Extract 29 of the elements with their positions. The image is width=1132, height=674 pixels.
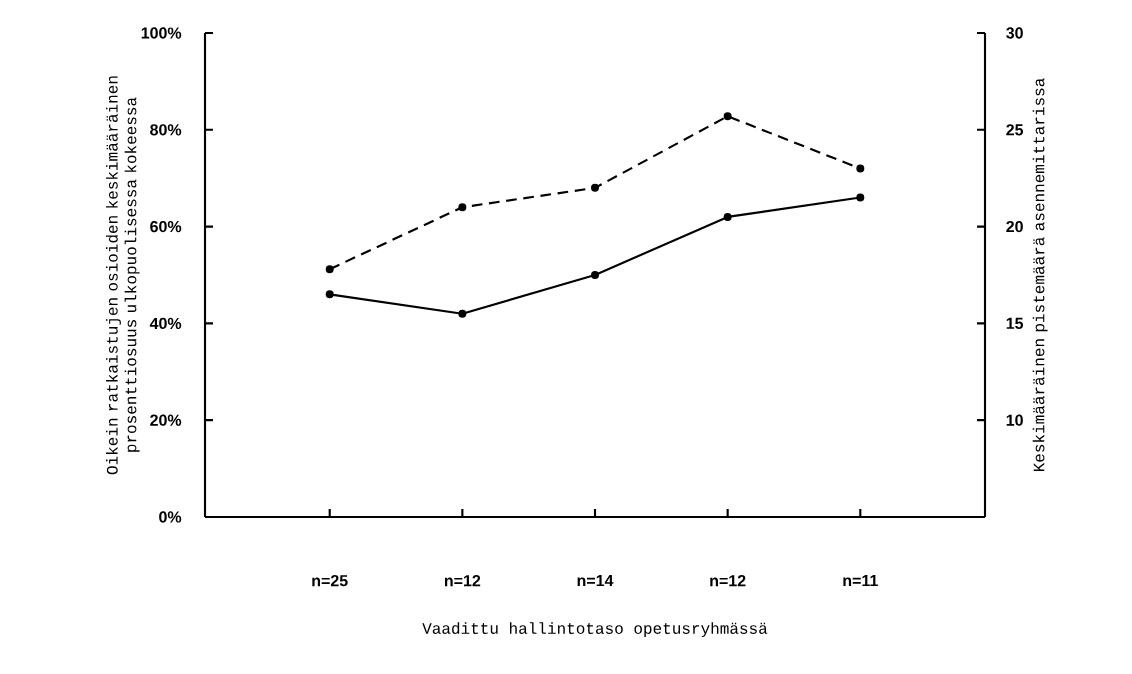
point (325, 265, 334, 274)
x-tick-label: n=12 (444, 575, 481, 587)
y2-tick-label: 15 (1006, 317, 1024, 329)
point (856, 193, 865, 202)
point (723, 212, 732, 221)
y-tick-label: 60% (150, 220, 182, 233)
x-axis-title: Vaadittu hallintotaso opetusryhmässä (422, 622, 768, 638)
y-tick-label: 100% (141, 27, 182, 39)
point (591, 270, 600, 279)
point (723, 112, 732, 121)
x-tick-label: n=14 (577, 575, 614, 587)
y2-tick-label: 10 (1006, 414, 1023, 426)
x-tick-label: n=25 (312, 575, 348, 587)
y-axis-title: Oikein ratkaistujen osioiden keskimääräinen prosenttiosuus ulkopuolisessa kokeessa (105, 76, 140, 475)
y2-tick-label: 25 (1006, 124, 1024, 136)
point (458, 203, 467, 212)
x-tick-label: n=12 (710, 575, 746, 587)
y2-tick-label: 30 (1006, 27, 1023, 39)
point (458, 309, 467, 318)
x-tick-label: n=11 (843, 575, 878, 587)
y2-axis-title: Keskimääräinen pistemäärä asennemittarissa (1032, 78, 1048, 472)
point (591, 183, 600, 192)
point (325, 290, 334, 299)
y-tick-label: 40% (149, 317, 182, 330)
y2-tick-label: 20 (1006, 220, 1023, 233)
y-tick-label: 20% (150, 414, 182, 426)
point (856, 164, 865, 173)
y-tick-label: 0% (159, 511, 182, 523)
y-tick-label: 80% (150, 124, 182, 136)
